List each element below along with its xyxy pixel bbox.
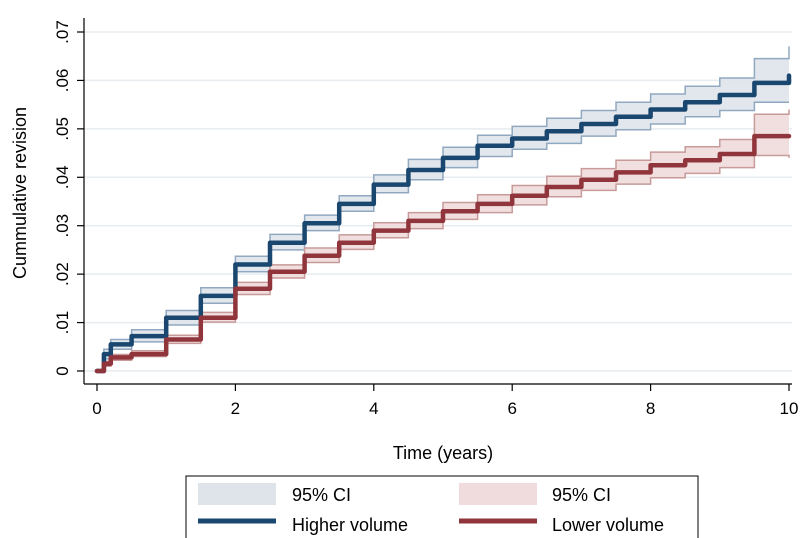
- legend: 95% CI 95% CI Higher volume Lower volume: [185, 475, 699, 538]
- legend-label-ci-lower: 95% CI: [552, 485, 611, 505]
- y-tick-label: .03: [53, 214, 72, 238]
- x-tick-label: 2: [231, 399, 240, 418]
- y-tick-label: .05: [53, 117, 72, 141]
- legend-label-ci-higher: 95% CI: [292, 485, 351, 505]
- y-tick-label: 0: [53, 366, 72, 375]
- series-lines: [94, 73, 792, 374]
- series-line-higher-volume: [94, 73, 792, 374]
- legend-label-line-lower: Lower volume: [552, 515, 664, 535]
- y-axis-title: Cummulative revision: [10, 107, 30, 279]
- y-tick-label: .06: [53, 69, 72, 93]
- legend-swatch-ci-lower: [459, 483, 537, 505]
- legend-swatch-ci-higher: [198, 483, 276, 505]
- series-line-lower-volume: [94, 133, 792, 374]
- x-tick-label: 0: [92, 399, 101, 418]
- x-axis-title: Time (years): [393, 443, 493, 463]
- x-tick-label: 4: [369, 399, 378, 418]
- x-tick-label: 8: [646, 399, 655, 418]
- axes: [77, 18, 792, 391]
- x-tick-label: 6: [507, 399, 516, 418]
- y-tick-label: .02: [53, 262, 72, 286]
- y-tick-label: .01: [53, 311, 72, 335]
- legend-label-line-higher: Higher volume: [292, 515, 408, 535]
- ci-band-higher-volume: [97, 46, 789, 371]
- y-tick-label: .04: [53, 165, 72, 189]
- y-tick-label: .07: [53, 20, 72, 44]
- x-tick-label: 10: [780, 399, 799, 418]
- tick-labels: 0 2 4 6 8 10 0 .01 .02 .03 .04 .05 .06 .07: [53, 20, 798, 418]
